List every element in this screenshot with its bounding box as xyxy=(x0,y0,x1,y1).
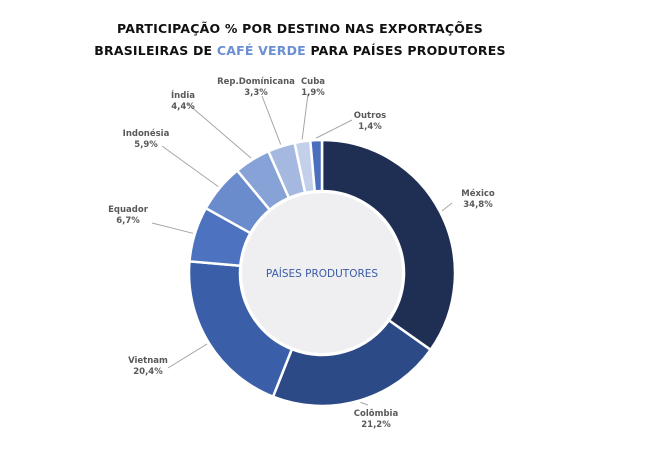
slice-value-label: 21,2% xyxy=(361,420,391,430)
slice-name-label: Rep.Domínicana xyxy=(217,77,295,87)
slice-name-label: Outros xyxy=(354,111,386,121)
chart-title-line2-suffix: PARA PAÍSES PRODUTORES xyxy=(305,43,506,58)
leader-lines xyxy=(151,93,453,406)
chart-title-line1: PARTICIPAÇÃO % POR DESTINO NAS EXPORTAÇÕ… xyxy=(117,21,483,36)
chart-title-highlight: CAFÉ VERDE xyxy=(216,43,306,58)
slice-value-label: 1,9% xyxy=(301,88,325,98)
donut-center xyxy=(240,191,404,355)
slice-value-label: 1,4% xyxy=(358,122,382,132)
leader-line xyxy=(360,401,369,406)
slice-name-label: Colômbia xyxy=(354,408,399,419)
leader-line xyxy=(261,95,282,145)
donut-slices xyxy=(187,138,457,408)
slice-name-label: Equador xyxy=(108,205,149,215)
slice-name-label: Vietnam xyxy=(128,356,168,366)
leader-line xyxy=(161,145,219,188)
slice-name-label: México xyxy=(461,188,495,199)
leader-line xyxy=(441,202,453,212)
slice-value-label: 6,7% xyxy=(116,216,140,226)
slice-name-label: Índia xyxy=(171,89,195,101)
chart-title: PARTICIPAÇÃO % POR DESTINO NAS EXPORTAÇÕ… xyxy=(0,18,600,62)
chart-title-line2-prefix: BRASILEIRAS DE xyxy=(94,43,217,58)
chart-title-line2: BRASILEIRAS DE CAFÉ VERDE PARA PAÍSES PR… xyxy=(0,40,600,62)
leader-line xyxy=(301,93,309,140)
slice-value-label: 5,9% xyxy=(134,140,158,150)
leader-line xyxy=(151,222,194,234)
slice-name-label: Indonésia xyxy=(123,128,170,139)
slice-value-label: 3,3% xyxy=(244,88,268,98)
center-label: PAÍSES PRODUTORES xyxy=(266,267,379,280)
leader-line xyxy=(315,119,353,139)
slice-name-label: Cuba xyxy=(301,77,325,87)
slice-value-label: 34,8% xyxy=(463,200,493,210)
leader-line xyxy=(187,103,252,159)
slice-value-label: 4,4% xyxy=(171,102,195,112)
slice-value-label: 20,4% xyxy=(133,367,163,377)
leader-line xyxy=(167,343,208,369)
